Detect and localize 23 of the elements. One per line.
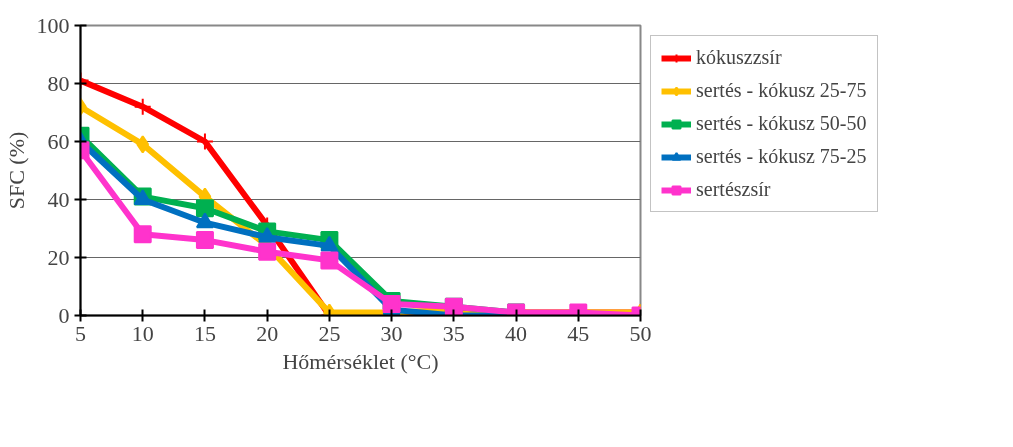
x-tick-label: 45 xyxy=(567,320,590,346)
x-tick-label: 35 xyxy=(442,320,465,346)
x-tick-label: 30 xyxy=(380,320,403,346)
legend-label: sertés - kókusz 50-50 xyxy=(696,112,867,135)
x-tick-label: 50 xyxy=(629,320,652,346)
legend-label: sertészsír xyxy=(696,178,771,201)
y-tick-label: 40 xyxy=(47,186,70,212)
x-axis-title: Hőmérséklet (°C) xyxy=(282,348,439,374)
legend-label: sertés - kókusz 25-75 xyxy=(696,79,867,102)
legend-label: kókuszzsír xyxy=(696,46,782,69)
x-tick-label: 40 xyxy=(505,320,528,346)
y-tick-label: 20 xyxy=(47,244,70,270)
legend-label: sertés - kókusz 75-25 xyxy=(696,145,867,168)
y-tick-label: 60 xyxy=(47,128,70,154)
x-tick-label: 25 xyxy=(318,320,341,346)
x-tick-label: 5 xyxy=(75,320,86,346)
y-tick-label: 80 xyxy=(47,70,70,96)
y-tick-label: 100 xyxy=(36,12,70,38)
y-axis-title: SFC (%) xyxy=(3,131,29,210)
y-tick-label: 0 xyxy=(58,302,70,328)
x-tick-label: 20 xyxy=(256,320,279,346)
x-tick-label: 10 xyxy=(131,320,154,346)
x-tick-label: 15 xyxy=(193,320,216,346)
